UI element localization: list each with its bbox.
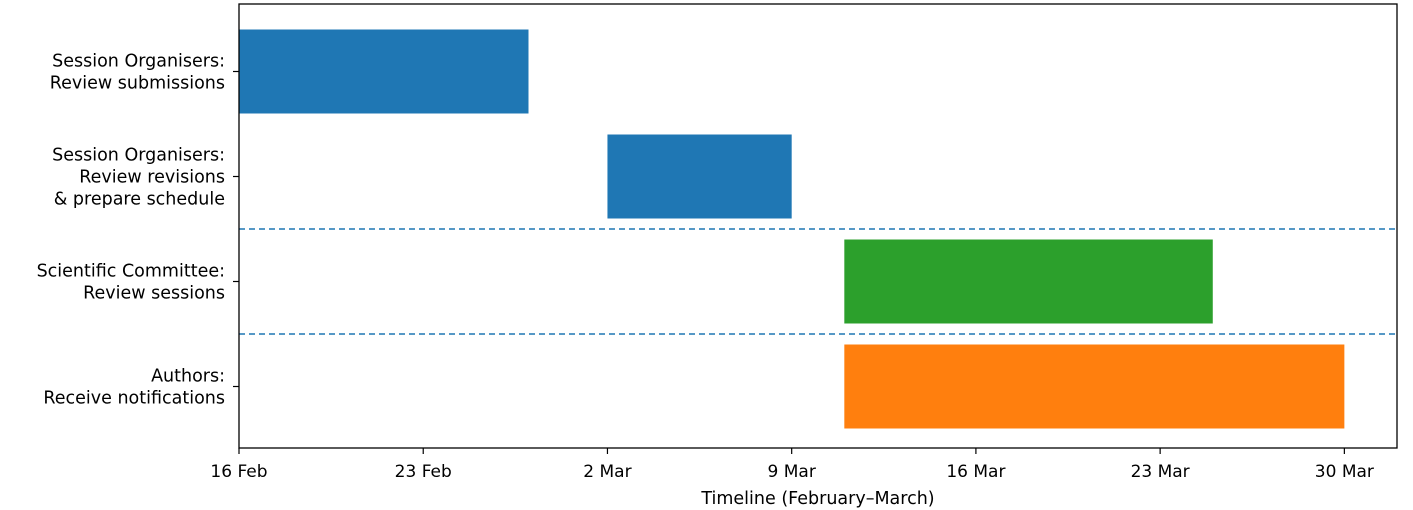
y-tick-label-line: Session Organisers: [52,146,225,166]
gantt-bar [844,240,1212,324]
y-tick-label: Scientific Committee: Review sessions [37,262,225,304]
y-tick-label: Session Organisers: Review submissions [50,52,225,94]
y-tick-label-line: Review submissions [50,74,225,94]
y-tick-label-line: Review revisions [79,168,225,188]
x-tick-label: 23 Mar [1131,462,1190,482]
x-tick-label: 30 Mar [1315,462,1374,482]
y-tick-label: Session Organisers: Review revisions & pre… [52,146,225,210]
y-tick-label-line: Review sessions [83,284,225,304]
x-tick-label: 2 Mar [583,462,631,482]
x-tick-label: 9 Mar [768,462,816,482]
gantt-bar [607,135,791,219]
y-tick-label-line: Scientific Committee: [37,262,225,282]
y-tick-label: Authors: Receive notifications [43,367,225,409]
y-tick-label-line: Authors: [151,367,225,387]
x-tick-label: 16 Feb [210,462,267,482]
x-tick-label: 16 Mar [946,462,1005,482]
x-axis-title: Timeline (February–March) [700,489,934,509]
y-tick-label-line: & prepare schedule [54,190,225,210]
y-tick-label-line: Receive notifications [43,389,225,409]
gantt-bar [844,345,1344,429]
x-tick-label: 23 Feb [395,462,452,482]
gantt-bar [239,30,529,114]
y-tick-label-line: Session Organisers: [52,52,225,72]
